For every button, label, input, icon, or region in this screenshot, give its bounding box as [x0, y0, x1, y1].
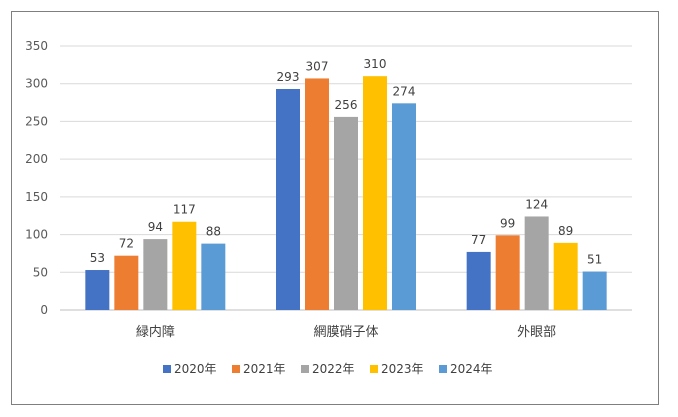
- data-label: 77: [471, 233, 486, 247]
- legend-swatch: [301, 365, 309, 373]
- data-label: 307: [306, 59, 329, 73]
- bar: [582, 271, 607, 310]
- y-tick-label: 50: [33, 265, 48, 279]
- data-label: 293: [277, 70, 300, 84]
- x-category-label: 緑内障: [136, 324, 175, 340]
- bar: [201, 243, 226, 310]
- legend-label: 2022年: [312, 362, 355, 376]
- bar: [85, 270, 110, 310]
- bar: [495, 235, 520, 310]
- bar: [305, 78, 329, 310]
- y-tick-label: 0: [40, 303, 48, 317]
- legend: 2020年 2021年 2022年 2023年 2024年: [163, 362, 493, 376]
- data-label: 51: [587, 253, 602, 267]
- data-label: 88: [206, 225, 221, 239]
- y-tick-label: 300: [25, 77, 48, 91]
- data-label: 274: [393, 84, 416, 98]
- data-label: 99: [500, 216, 515, 230]
- data-label: 310: [364, 57, 387, 71]
- data-label: 89: [558, 224, 573, 238]
- bar: [172, 221, 197, 310]
- y-tick-label: 350: [25, 39, 48, 53]
- data-labels: 53 72 94 117 88 293 307 256 310 274 77 99 124 89 51: [90, 57, 603, 266]
- data-label: 94: [148, 220, 163, 234]
- data-label: 124: [525, 197, 548, 211]
- data-label: 117: [173, 203, 196, 217]
- legend-swatch: [439, 365, 447, 373]
- bar: [276, 88, 300, 310]
- legend-swatch: [232, 365, 240, 373]
- legend-label: 2021年: [243, 362, 286, 376]
- legend-label: 2020年: [174, 362, 217, 376]
- y-tick-label: 200: [25, 152, 48, 166]
- bar: [553, 242, 578, 310]
- bar: [363, 76, 387, 311]
- data-label: 256: [335, 98, 358, 112]
- legend-swatch: [370, 365, 378, 373]
- y-tick-label: 100: [25, 228, 48, 242]
- legend-swatch: [163, 365, 171, 373]
- x-axis: 緑内障 網膜硝子体 外眼部: [136, 324, 556, 340]
- data-label: 72: [119, 237, 134, 251]
- x-category-label: 網膜硝子体: [313, 325, 378, 340]
- legend-label: 2023年: [381, 362, 424, 376]
- bar: [114, 255, 139, 310]
- y-tick-label: 150: [25, 190, 48, 204]
- bar: [466, 251, 491, 310]
- bar: [334, 116, 358, 310]
- data-label: 53: [90, 251, 105, 265]
- legend-label: 2024年: [450, 362, 493, 376]
- x-category-label: 外眼部: [517, 325, 556, 340]
- bar: [392, 103, 416, 310]
- bar: [143, 239, 168, 310]
- bar: [524, 216, 549, 310]
- bars: [85, 76, 607, 311]
- y-axis: 0 50 100 150 200 250 300 350: [25, 39, 48, 317]
- y-tick-label: 250: [25, 114, 48, 128]
